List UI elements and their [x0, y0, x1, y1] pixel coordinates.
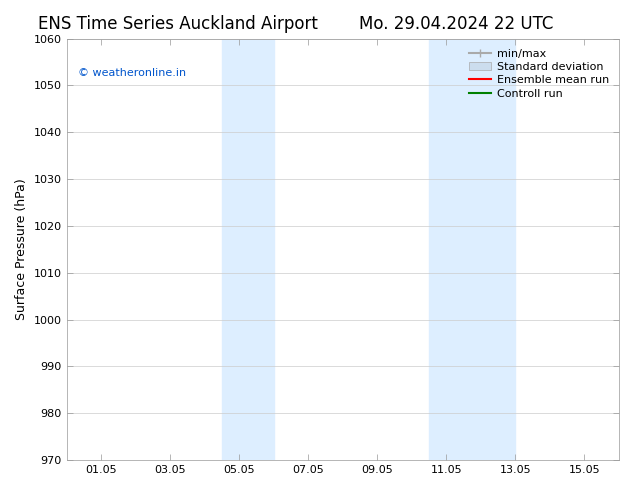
Y-axis label: Surface Pressure (hPa): Surface Pressure (hPa) [15, 178, 28, 320]
Legend: min/max, Standard deviation, Ensemble mean run, Controll run: min/max, Standard deviation, Ensemble me… [465, 44, 614, 103]
Bar [222, 39, 274, 460]
Text: Mo. 29.04.2024 22 UTC: Mo. 29.04.2024 22 UTC [359, 15, 553, 33]
Bar [429, 39, 515, 460]
Text: © weatheronline.in: © weatheronline.in [77, 68, 186, 78]
Text: ENS Time Series Auckland Airport: ENS Time Series Auckland Airport [37, 15, 318, 33]
